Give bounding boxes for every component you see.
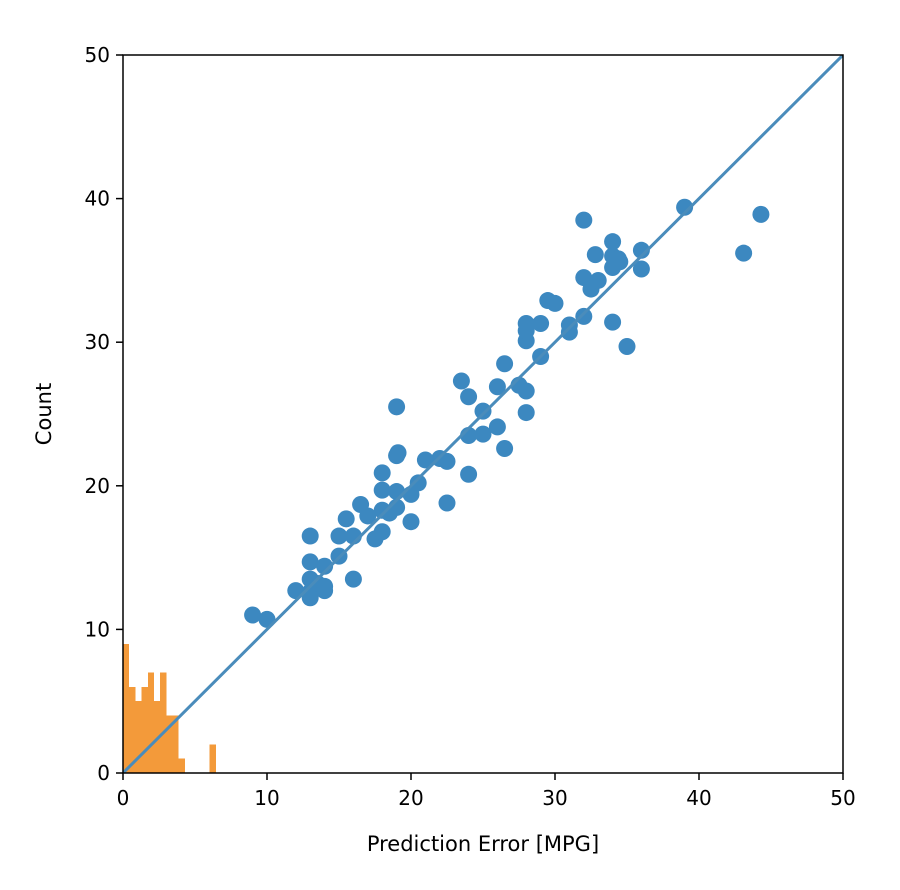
scatter-point [301,589,319,607]
identity-line [123,55,843,773]
scatter-point [488,418,506,436]
scatter-point [575,307,593,325]
x-tick-label: 20 [398,786,423,810]
histogram-bar [172,715,179,773]
x-tick-label: 50 [830,786,855,810]
scatter-point [244,606,262,624]
histogram-bar [209,744,216,773]
scatter-point [604,313,622,331]
scatter-point [409,474,427,492]
scatter-point [560,316,578,334]
histogram-bar [147,672,154,773]
histogram-bar [123,643,130,773]
histogram-bar [178,758,185,773]
scatter-point [438,494,456,512]
scatter-point [452,372,470,390]
x-tick-label: 30 [542,786,567,810]
scatter-point [316,557,334,575]
scatter-point [546,294,564,312]
scatter-point [373,523,391,541]
scatter-point [359,507,377,525]
scatter-point [388,398,406,416]
scatter-point [517,404,535,422]
scatter-point [301,527,319,545]
scatter-point [389,444,407,462]
scatter-point [632,241,650,259]
scatter-point [618,338,636,356]
scatter-point [632,260,650,278]
y-tick-label: 20 [85,474,110,498]
y-tick-label: 40 [85,187,110,211]
scatter-point [402,513,420,531]
scatter-point [388,483,406,501]
y-axis-label: Count [32,383,56,445]
scatter-point [373,481,391,499]
scatter-point [460,465,478,483]
y-tick-label: 10 [85,617,110,641]
scatter-point [474,402,492,420]
axes-frame [122,54,844,774]
scatter-point [373,464,391,482]
scatter-point [575,211,593,229]
scatter-point [532,315,550,333]
axis-ticks: 0 10 20 30 40 50 0 10 20 30 40 50 [85,43,856,810]
scatter-point [301,553,319,571]
scatter-point [316,582,334,600]
scatter-point [460,388,478,406]
histogram-bar [160,672,167,773]
y-tick-label: 30 [85,330,110,354]
x-tick-label: 0 [117,786,130,810]
histogram-bar [135,701,142,773]
scatter-point [752,205,770,223]
scatter-point [488,378,506,396]
scatter-point [337,510,355,528]
scatter-point [604,233,622,251]
scatter-point [586,246,604,264]
scatter-point [330,527,348,545]
scatter-point [416,451,434,469]
y-tick-label: 50 [85,43,110,67]
histogram-bar [129,686,136,773]
scatter-point [496,439,514,457]
scatter-point [609,250,627,268]
scatter-point [344,570,362,588]
scatter-point [735,244,753,262]
scatter-point [474,425,492,443]
scatter-point [517,315,535,333]
scatter-point [589,271,607,289]
scatter-point [517,382,535,400]
scatter-point [676,198,694,216]
y-tick-label: 0 [97,761,110,785]
scatter-point [496,355,514,373]
histogram-bar [166,715,173,773]
x-tick-label: 40 [686,786,711,810]
scatter-point [438,452,456,470]
x-tick-label: 10 [254,786,279,810]
histogram-bar [141,686,148,773]
plot-area [123,55,843,773]
x-axis-label: Prediction Error [MPG] [367,832,599,856]
